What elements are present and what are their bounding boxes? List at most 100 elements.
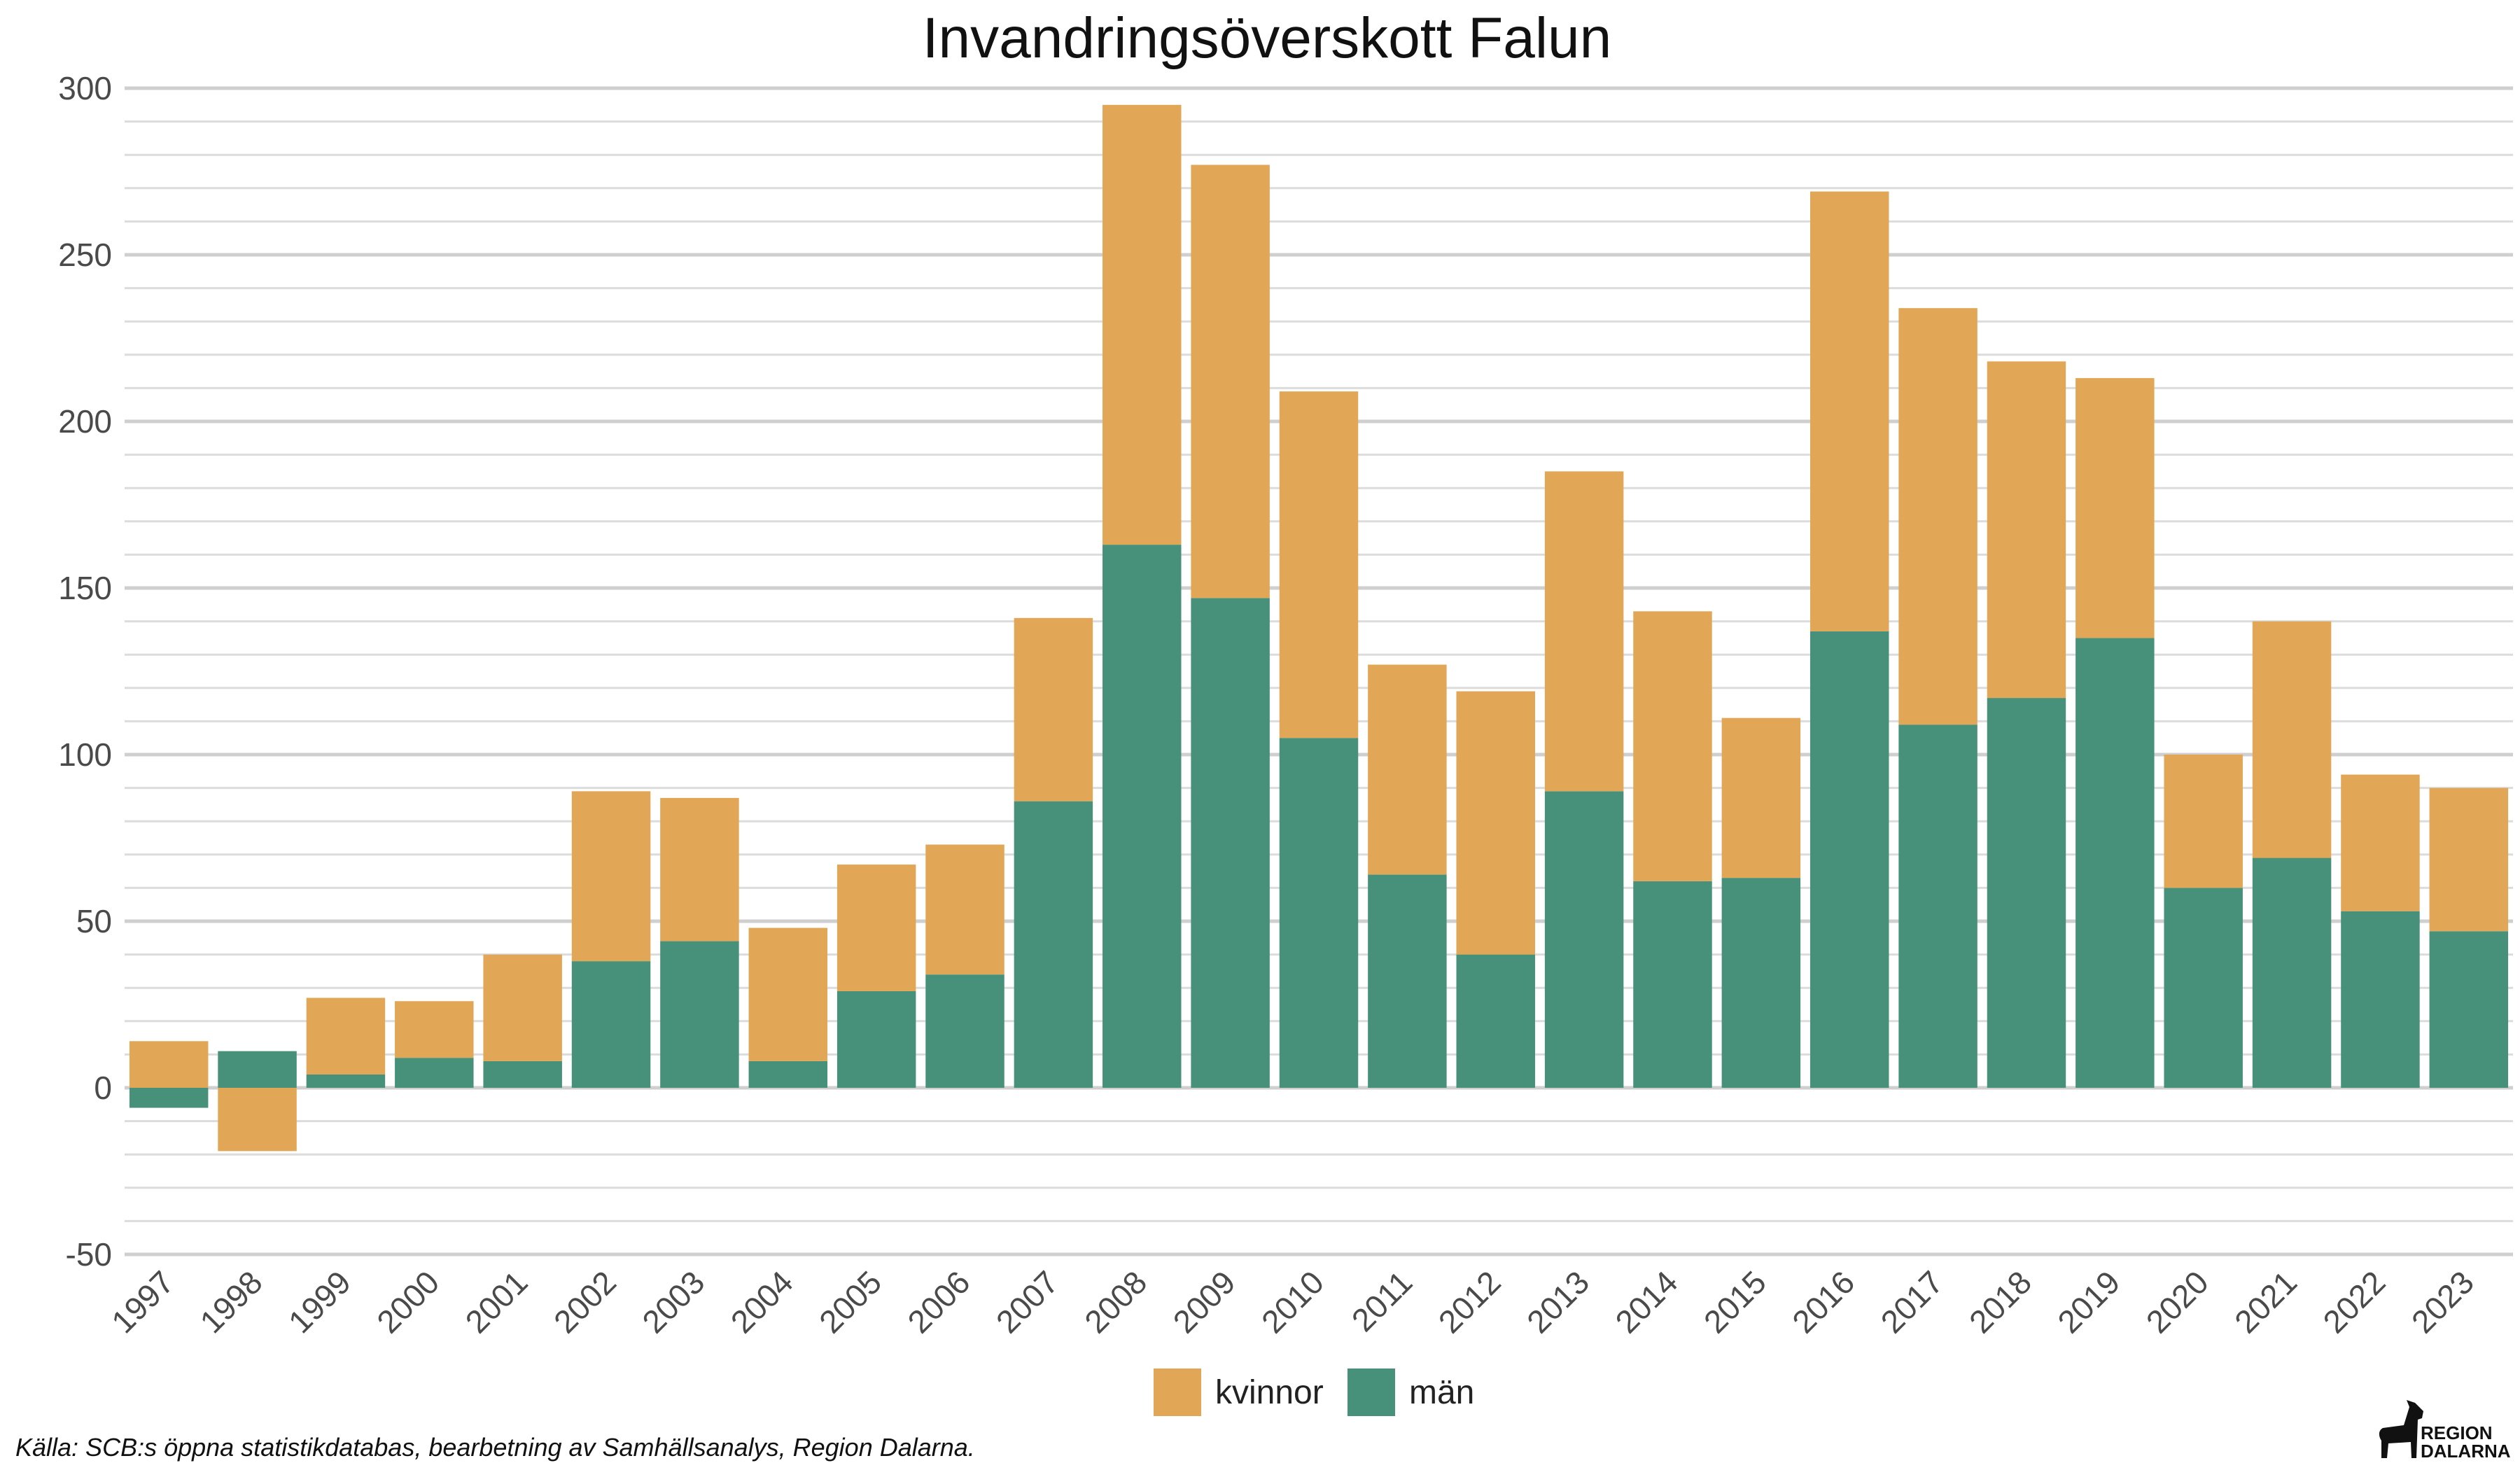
- bar-2004-man: [748, 1060, 828, 1088]
- bar-2017-man: [1898, 724, 1977, 1088]
- x-tick-label: 2011: [1345, 1264, 1420, 1338]
- legend-swatch: [1154, 1368, 1201, 1416]
- logo-text-line2: DALARNA: [2421, 1441, 2511, 1462]
- x-tick-label: 2010: [1254, 1264, 1331, 1340]
- y-tick-label: 100: [58, 736, 112, 773]
- y-tick-label: 50: [76, 903, 112, 939]
- bar-2008-kvinnor: [1102, 104, 1182, 545]
- x-tick-label: 2018: [1962, 1264, 2038, 1340]
- bar-2014-man: [1633, 881, 1712, 1088]
- bar-2014-kvinnor: [1633, 611, 1712, 881]
- bar-2018-kvinnor: [1987, 361, 2066, 699]
- bar-2015-kvinnor: [1721, 718, 1801, 878]
- legend-swatch: [1348, 1368, 1395, 1416]
- bar-2022-man: [2341, 911, 2420, 1088]
- bar-2005-man: [836, 990, 916, 1088]
- x-tick-label: 2009: [1166, 1264, 1242, 1340]
- x-tick-label: 2003: [635, 1264, 711, 1340]
- logo-text-line1: REGION: [2421, 1422, 2493, 1443]
- bar-2006-kvinnor: [925, 844, 1004, 975]
- bar-2003-man: [660, 941, 739, 1088]
- bar-1998-kvinnor: [218, 1088, 297, 1152]
- x-tick-label: 2002: [547, 1264, 623, 1340]
- legend-label: kvinnor: [1215, 1374, 1324, 1411]
- bar-2008-man: [1102, 545, 1182, 1088]
- bar-2015-man: [1721, 878, 1801, 1088]
- bar-2019-man: [2076, 638, 2155, 1088]
- x-tick-label: 2000: [370, 1264, 446, 1340]
- y-tick-label: 300: [58, 70, 112, 106]
- y-axis-ticks: -50 0 50 100 150 200 250 300: [58, 70, 112, 1273]
- bar-2004-kvinnor: [748, 927, 828, 1061]
- bar-2002-kvinnor: [571, 791, 651, 962]
- x-tick-label: 2014: [1608, 1264, 1684, 1340]
- bar-2003-kvinnor: [660, 797, 739, 941]
- x-tick-label: 2017: [1874, 1264, 1950, 1340]
- bar-2023-man: [2429, 931, 2509, 1088]
- x-tick-label: 1997: [104, 1264, 181, 1340]
- bar-1997-man: [129, 1088, 209, 1108]
- bar-2016-kvinnor: [1809, 191, 1889, 631]
- chart-title: Invandringsöverskott Falun: [923, 6, 1612, 70]
- x-tick-label: 2008: [1077, 1264, 1154, 1340]
- bar-2001-kvinnor: [483, 954, 562, 1061]
- x-tick-label: 2013: [1520, 1264, 1596, 1340]
- x-axis-ticks: 1997 1998 1999 2000 2001 2002 2003 2004 2005 2006…: [104, 1264, 2481, 1340]
- bar-2000-man: [395, 1058, 474, 1088]
- bar-2020-man: [2164, 888, 2243, 1088]
- legend-label: män: [1409, 1374, 1474, 1411]
- bar-2011-man: [1368, 874, 1447, 1088]
- x-tick-label: 2022: [2316, 1264, 2392, 1340]
- x-tick-label: 1999: [281, 1264, 358, 1340]
- region-dalarna-logo: REGION DALARNA: [2379, 1400, 2511, 1462]
- bar-2021-man: [2252, 858, 2332, 1088]
- y-tick-label: 150: [58, 570, 112, 606]
- bar-2018-man: [1987, 698, 2066, 1088]
- bar-2001-man: [483, 1060, 562, 1088]
- bar-2009-kvinnor: [1191, 164, 1270, 598]
- bar-2011-kvinnor: [1368, 664, 1447, 875]
- bar-2013-kvinnor: [1544, 471, 1624, 792]
- x-tick-label: 2023: [2404, 1264, 2481, 1340]
- bar-1999-kvinnor: [306, 997, 386, 1074]
- x-tick-label: 2012: [1432, 1264, 1508, 1340]
- bar-2006-man: [925, 974, 1004, 1088]
- x-tick-label: 2001: [458, 1264, 535, 1340]
- bar-2007-kvinnor: [1014, 617, 1093, 802]
- source-note: Källa: SCB:s öppna statistikdatabas, bea…: [15, 1433, 975, 1462]
- bar-2000-kvinnor: [395, 1001, 474, 1058]
- x-tick-label: 2004: [724, 1264, 800, 1340]
- bar-2007-man: [1014, 801, 1093, 1088]
- y-tick-label: -50: [66, 1236, 112, 1273]
- bar-1997-kvinnor: [129, 1041, 209, 1088]
- y-tick-label: 250: [58, 237, 112, 273]
- y-tick-label: 0: [94, 1070, 112, 1106]
- bar-2012-man: [1456, 954, 1535, 1088]
- legend: kvinnor män: [1154, 1368, 1474, 1416]
- bar-2023-kvinnor: [2429, 788, 2509, 932]
- x-tick-label: 2020: [2139, 1264, 2216, 1340]
- bar-2005-kvinnor: [836, 864, 916, 991]
- x-tick-label: 2019: [2050, 1264, 2127, 1340]
- x-tick-label: 2007: [989, 1264, 1065, 1340]
- bar-2021-kvinnor: [2252, 621, 2332, 858]
- bar-1998-man: [218, 1051, 297, 1088]
- bars: [129, 104, 2509, 1152]
- bar-2013-man: [1544, 791, 1624, 1088]
- bar-2010-man: [1279, 738, 1359, 1088]
- bar-1999-man: [306, 1074, 386, 1088]
- bar-2022-kvinnor: [2341, 774, 2420, 911]
- dala-horse-icon: [2379, 1400, 2423, 1458]
- x-tick-label: 2021: [2227, 1264, 2304, 1340]
- bar-2020-kvinnor: [2164, 755, 2243, 888]
- y-tick-label: 200: [58, 403, 112, 440]
- x-tick-label: 2015: [1697, 1264, 1773, 1340]
- bar-2019-kvinnor: [2076, 378, 2155, 638]
- bar-2009-man: [1191, 598, 1270, 1088]
- bar-2016-man: [1809, 631, 1889, 1088]
- bar-2012-kvinnor: [1456, 691, 1535, 955]
- bar-2002-man: [571, 961, 651, 1088]
- x-tick-label: 2005: [812, 1264, 888, 1340]
- bar-2017-kvinnor: [1898, 308, 1977, 725]
